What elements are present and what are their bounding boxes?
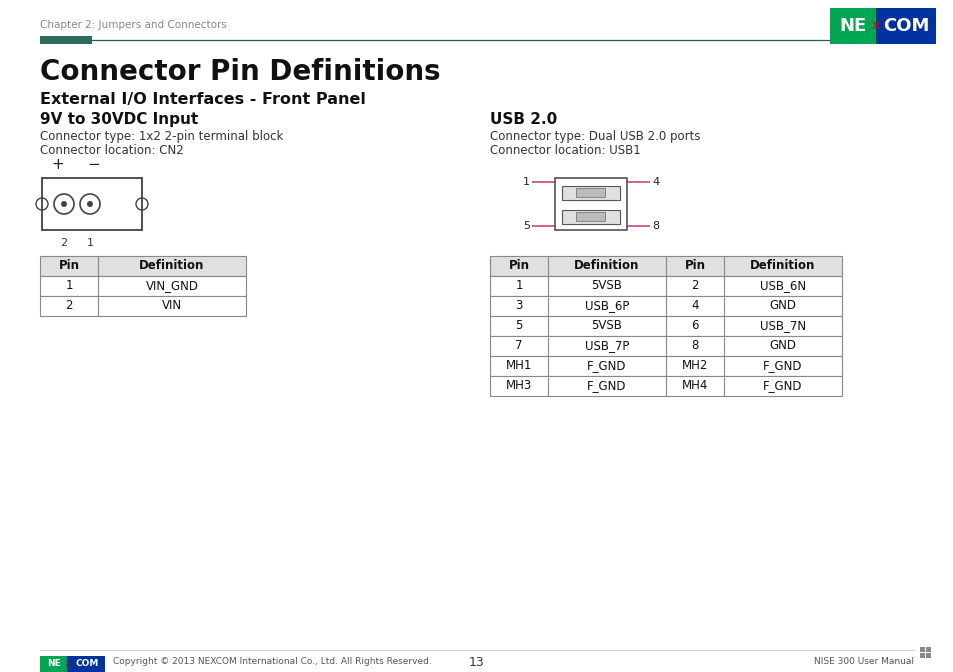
Text: MH1: MH1 bbox=[505, 360, 532, 372]
Bar bbox=[490, 256, 841, 276]
Bar bbox=[576, 212, 605, 221]
Text: COM: COM bbox=[75, 659, 98, 669]
Text: USB_6P: USB_6P bbox=[584, 300, 629, 312]
Text: Connector location: USB1: Connector location: USB1 bbox=[490, 144, 640, 157]
Bar bbox=[42, 178, 142, 230]
Circle shape bbox=[61, 201, 67, 207]
Text: 4: 4 bbox=[691, 300, 698, 312]
Text: MH3: MH3 bbox=[505, 380, 532, 392]
Text: 7: 7 bbox=[515, 339, 522, 353]
Text: 2: 2 bbox=[60, 238, 68, 248]
Text: 1: 1 bbox=[515, 280, 522, 292]
Circle shape bbox=[87, 201, 92, 207]
Text: External I/O Interfaces - Front Panel: External I/O Interfaces - Front Panel bbox=[40, 92, 366, 107]
Bar bbox=[829, 8, 875, 44]
Text: Definition: Definition bbox=[749, 259, 815, 273]
Bar bbox=[40, 276, 246, 296]
Text: USB_7N: USB_7N bbox=[760, 319, 805, 333]
Text: −: − bbox=[88, 157, 100, 172]
Bar bbox=[490, 296, 841, 316]
Text: USB_6N: USB_6N bbox=[760, 280, 805, 292]
Text: 6: 6 bbox=[691, 319, 698, 333]
Text: 1: 1 bbox=[87, 238, 93, 248]
Bar bbox=[490, 336, 841, 356]
Text: Connector type: 1x2 2-pin terminal block: Connector type: 1x2 2-pin terminal block bbox=[40, 130, 283, 143]
Text: 8: 8 bbox=[651, 221, 659, 231]
Text: Connector type: Dual USB 2.0 ports: Connector type: Dual USB 2.0 ports bbox=[490, 130, 700, 143]
Text: 5VSB: 5VSB bbox=[591, 280, 621, 292]
Text: Connector Pin Definitions: Connector Pin Definitions bbox=[40, 58, 440, 86]
Text: COM: COM bbox=[882, 17, 928, 35]
Text: 2: 2 bbox=[65, 300, 72, 312]
Text: 5: 5 bbox=[522, 221, 530, 231]
Text: NE: NE bbox=[47, 659, 60, 669]
Bar bbox=[561, 186, 619, 200]
Bar bbox=[40, 36, 91, 44]
Text: ✕: ✕ bbox=[869, 19, 880, 32]
Text: Definition: Definition bbox=[574, 259, 639, 273]
Bar bbox=[919, 647, 924, 652]
Text: GND: GND bbox=[769, 300, 796, 312]
Bar bbox=[829, 8, 935, 44]
Bar bbox=[925, 647, 930, 652]
Text: ✕: ✕ bbox=[64, 661, 71, 667]
Text: Chapter 2: Jumpers and Connectors: Chapter 2: Jumpers and Connectors bbox=[40, 20, 227, 30]
Text: 13: 13 bbox=[469, 655, 484, 669]
Text: F_GND: F_GND bbox=[587, 380, 626, 392]
Bar bbox=[40, 656, 68, 672]
Text: USB_7P: USB_7P bbox=[584, 339, 629, 353]
Text: VIN_GND: VIN_GND bbox=[146, 280, 198, 292]
Text: Pin: Pin bbox=[58, 259, 79, 273]
Bar bbox=[40, 656, 105, 672]
Text: Copyright © 2013 NEXCOM International Co., Ltd. All Rights Reserved.: Copyright © 2013 NEXCOM International Co… bbox=[112, 657, 432, 667]
Bar bbox=[490, 316, 841, 336]
Text: 5VSB: 5VSB bbox=[591, 319, 621, 333]
Text: Definition: Definition bbox=[139, 259, 205, 273]
Text: NE: NE bbox=[839, 17, 865, 35]
Text: MH4: MH4 bbox=[681, 380, 707, 392]
Bar bbox=[40, 256, 246, 276]
Bar bbox=[561, 210, 619, 224]
Text: USB 2.0: USB 2.0 bbox=[490, 112, 557, 127]
Text: 4: 4 bbox=[651, 177, 659, 187]
Bar bbox=[925, 653, 930, 658]
Text: F_GND: F_GND bbox=[762, 380, 801, 392]
Text: 5: 5 bbox=[515, 319, 522, 333]
Bar bbox=[40, 296, 246, 316]
Bar bbox=[490, 356, 841, 376]
Text: Connector location: CN2: Connector location: CN2 bbox=[40, 144, 184, 157]
Text: MH2: MH2 bbox=[681, 360, 707, 372]
Bar bbox=[490, 376, 841, 396]
Text: F_GND: F_GND bbox=[762, 360, 801, 372]
Text: 8: 8 bbox=[691, 339, 698, 353]
Text: 9V to 30VDC Input: 9V to 30VDC Input bbox=[40, 112, 198, 127]
Text: GND: GND bbox=[769, 339, 796, 353]
Text: +: + bbox=[51, 157, 64, 172]
Text: 1: 1 bbox=[65, 280, 72, 292]
Bar bbox=[555, 178, 626, 230]
Text: F_GND: F_GND bbox=[587, 360, 626, 372]
Text: 2: 2 bbox=[691, 280, 698, 292]
Text: VIN: VIN bbox=[162, 300, 182, 312]
Text: NISE 300 User Manual: NISE 300 User Manual bbox=[813, 657, 913, 667]
Text: Pin: Pin bbox=[508, 259, 529, 273]
Bar bbox=[490, 276, 841, 296]
Bar bbox=[919, 653, 924, 658]
Text: 3: 3 bbox=[515, 300, 522, 312]
Bar bbox=[576, 188, 605, 197]
Text: 1: 1 bbox=[522, 177, 530, 187]
Text: Pin: Pin bbox=[684, 259, 705, 273]
